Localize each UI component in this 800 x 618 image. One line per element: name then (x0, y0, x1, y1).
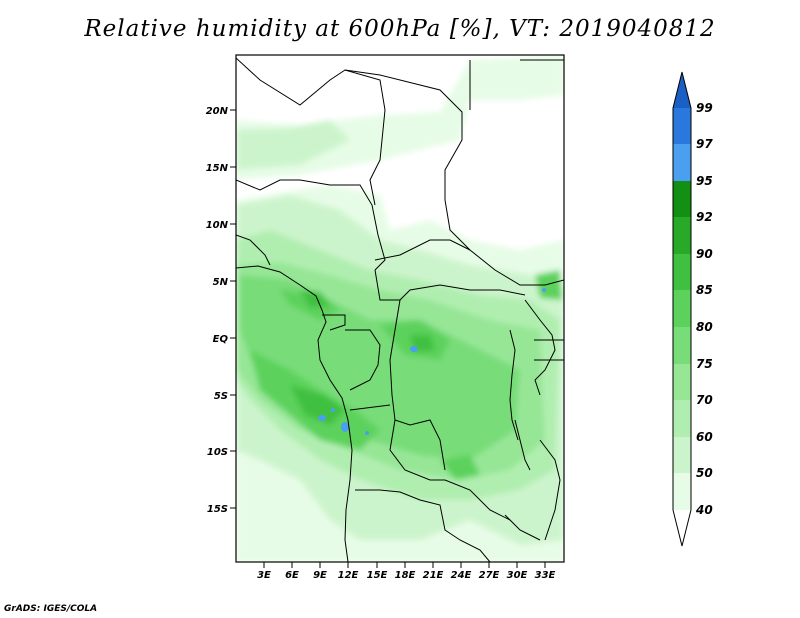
longitude-axis: 3E 6E 9E 12E 15E 18E 21E 24E 27E 30E 33E (257, 562, 556, 581)
colorbar-outline (672, 71, 692, 547)
colorbar-label-40: 40 (695, 503, 713, 517)
svg-text:30E: 30E (507, 570, 528, 581)
colorbar-band-40-50 (673, 473, 691, 510)
svg-text:24E: 24E (451, 570, 472, 581)
lon-tick-9e: 9E (313, 562, 327, 581)
svg-text:15S: 15S (207, 504, 228, 515)
colorbar-band-50-60 (673, 437, 691, 473)
colorbar-band-70-75 (673, 364, 691, 400)
lat-tick-5s: 5S (214, 391, 236, 402)
colorbar-cap-top (673, 72, 691, 108)
lat-tick-15s: 15S (207, 504, 236, 515)
colorbar-label-95: 95 (696, 174, 713, 188)
svg-text:6E: 6E (285, 570, 299, 581)
colorbar-label-70: 70 (696, 393, 713, 407)
svg-text:12E: 12E (338, 570, 359, 581)
svg-text:10N: 10N (206, 220, 229, 231)
lon-tick-30e: 30E (507, 562, 528, 581)
lat-tick-20n: 20N (206, 106, 236, 117)
colorbar-band-95-97 (673, 144, 691, 181)
svg-text:5N: 5N (213, 277, 229, 288)
colorbar-label-80: 80 (696, 320, 713, 334)
colorbar-label-60: 60 (696, 430, 713, 444)
lon-tick-33e: 33E (535, 562, 556, 581)
svg-text:33E: 33E (535, 570, 556, 581)
credit-label: GrADS: IGES/COLA (4, 604, 98, 614)
svg-text:3E: 3E (257, 570, 271, 581)
colorbar-label-90: 90 (696, 247, 713, 261)
svg-text:15E: 15E (367, 570, 388, 581)
country-borders (236, 57, 564, 562)
colorbar-band-80-85 (673, 290, 691, 327)
svg-text:20N: 20N (206, 106, 229, 117)
lon-tick-3e: 3E (257, 562, 271, 581)
lat-tick-5n: 5N (213, 277, 236, 288)
lon-tick-27e: 27E (479, 562, 500, 581)
svg-text:15N: 15N (206, 163, 229, 174)
svg-text:9E: 9E (313, 570, 327, 581)
lon-tick-18e: 18E (395, 562, 416, 581)
lon-tick-21e: 21E (423, 562, 444, 581)
colorbar-label-92: 92 (696, 210, 713, 224)
lon-tick-12e: 12E (338, 562, 359, 581)
colorbar-label-85: 85 (696, 283, 713, 297)
colorbar-cap-bottom (673, 510, 691, 546)
colorbar-label-97: 97 (696, 137, 713, 151)
humidity-field (236, 55, 564, 562)
lon-tick-24e: 24E (451, 562, 472, 581)
lat-tick-10n: 10N (206, 220, 236, 231)
colorbar-band-97-99 (673, 108, 691, 144)
lon-tick-15e: 15E (367, 562, 388, 581)
colorbar-band-92-95 (673, 181, 691, 217)
lat-tick-15n: 15N (206, 163, 236, 174)
colorbar-band-75-80 (673, 327, 691, 364)
colorbar-label-99: 99 (696, 101, 713, 115)
colorbar-label-50: 50 (696, 466, 713, 480)
colorbar-band-90-92 (673, 217, 691, 254)
colorbar-band-85-90 (673, 254, 691, 290)
map-frame (235, 54, 565, 563)
svg-text:27E: 27E (479, 570, 500, 581)
svg-text:10S: 10S (207, 447, 228, 458)
colorbar: 99 97 95 92 90 85 80 75 70 60 50 40 (672, 71, 713, 547)
lat-tick-eq: EQ (213, 334, 236, 345)
chart-title: Relative humidity at 600hPa [%], VT: 201… (84, 16, 716, 42)
svg-text:EQ: EQ (213, 334, 229, 345)
svg-text:21E: 21E (423, 570, 444, 581)
colorbar-label-75: 75 (696, 357, 713, 371)
colorbar-band-60-70 (673, 400, 691, 437)
lat-tick-10s: 10S (207, 447, 236, 458)
svg-text:5S: 5S (214, 391, 228, 402)
lon-tick-6e: 6E (285, 562, 299, 581)
svg-text:18E: 18E (395, 570, 416, 581)
latitude-axis: 20N 15N 10N 5N EQ 5S 10S 15S (206, 106, 236, 515)
